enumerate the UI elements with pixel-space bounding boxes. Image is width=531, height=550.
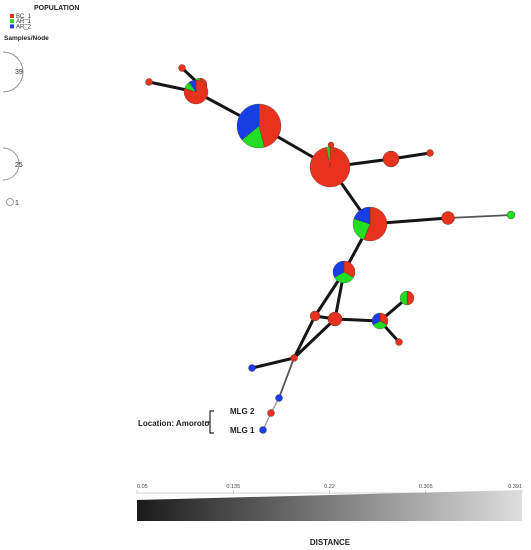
node-slice bbox=[145, 78, 153, 86]
node-slice bbox=[371, 312, 381, 326]
network-nodes bbox=[145, 64, 516, 434]
network-node bbox=[309, 310, 321, 322]
mlg2-label: MLG 2 bbox=[230, 407, 255, 416]
node-slice bbox=[506, 210, 516, 220]
network-edge bbox=[278, 357, 295, 399]
distance-tick-label: 0.391 bbox=[508, 484, 522, 490]
size-legend-value-medium: 25 bbox=[15, 162, 23, 169]
distance-tick-label: 0.305 bbox=[419, 484, 433, 490]
node-slice bbox=[382, 150, 400, 168]
population-legend: POPULATION BC_1AR_1AR_2 bbox=[10, 5, 79, 30]
network-node bbox=[441, 211, 455, 225]
legend-swatch bbox=[10, 14, 14, 18]
node-slice bbox=[275, 394, 283, 402]
node-slice bbox=[326, 146, 331, 168]
node-slice bbox=[267, 409, 275, 417]
node-slice bbox=[353, 206, 371, 225]
node-slice bbox=[178, 64, 186, 72]
network-node bbox=[178, 64, 186, 72]
network-edges bbox=[147, 66, 512, 431]
network-node bbox=[248, 364, 256, 372]
distance-scale-title: DISTANCE bbox=[310, 538, 351, 547]
network-edge bbox=[250, 356, 296, 370]
network-node bbox=[145, 78, 153, 86]
node-slice bbox=[426, 149, 434, 157]
distance-gradient-bar bbox=[137, 490, 522, 521]
network-node bbox=[382, 150, 400, 168]
legend-swatch bbox=[10, 24, 14, 29]
size-legend-circle-small bbox=[6, 198, 14, 206]
network-node bbox=[352, 206, 388, 242]
size-legend-value-large: 39 bbox=[15, 69, 23, 76]
network-node bbox=[506, 210, 516, 220]
node-slice bbox=[399, 290, 408, 306]
location-annotation: Location: Amoroto MLG 2 MLG 1 bbox=[138, 407, 255, 435]
network-edge bbox=[447, 214, 512, 219]
distance-tick-label: 0.22 bbox=[324, 484, 335, 490]
network-node bbox=[399, 290, 415, 306]
node-slice bbox=[259, 426, 267, 434]
node-slice bbox=[441, 211, 455, 225]
node-slice bbox=[248, 364, 256, 372]
size-legend-arc-medium bbox=[2, 147, 20, 181]
node-slice bbox=[406, 290, 415, 306]
node-slice bbox=[332, 260, 345, 278]
distance-tick-label: 0.135 bbox=[226, 484, 240, 490]
network-node bbox=[371, 312, 389, 330]
distance-scale: 0.05 0.135 0.22 0.305 0.391 DISTANCE bbox=[136, 484, 523, 547]
node-slice bbox=[290, 354, 298, 362]
annotation-bracket bbox=[205, 410, 214, 434]
node-slice bbox=[363, 206, 388, 242]
network-edge bbox=[292, 314, 317, 360]
network-node bbox=[267, 409, 275, 417]
size-legend-value-small: 1 bbox=[15, 200, 19, 207]
network-node bbox=[309, 146, 351, 188]
network-node bbox=[275, 394, 283, 402]
size-legend-title: Samples/Node bbox=[4, 35, 49, 42]
location-label: Location: Amoroto bbox=[138, 419, 209, 428]
population-legend-title: POPULATION bbox=[34, 5, 79, 12]
legend-label: AR_1 bbox=[16, 19, 32, 25]
network-node bbox=[327, 311, 343, 327]
distance-tick-label: 0.05 bbox=[137, 484, 148, 490]
legend-label: AR_2 bbox=[16, 24, 32, 30]
node-slice bbox=[309, 310, 321, 322]
network-node bbox=[259, 426, 267, 434]
network-node bbox=[426, 149, 434, 157]
node-slice bbox=[395, 338, 403, 346]
size-legend: Samples/Node 39 25 1 bbox=[2, 35, 49, 207]
network-node bbox=[290, 354, 298, 362]
node-slice bbox=[334, 271, 354, 284]
network-node bbox=[395, 338, 403, 346]
network-node bbox=[236, 103, 282, 149]
network-node bbox=[332, 260, 356, 284]
size-legend-arc-large bbox=[2, 51, 24, 93]
node-slice bbox=[236, 103, 260, 141]
node-slice bbox=[327, 311, 343, 327]
node-slice bbox=[258, 103, 282, 148]
legend-label: BC_1 bbox=[16, 14, 32, 20]
mlg1-label: MLG 1 bbox=[230, 426, 255, 435]
node-slice bbox=[343, 260, 356, 278]
node-slice bbox=[188, 79, 197, 93]
network-node bbox=[183, 79, 209, 105]
network-edge bbox=[292, 317, 337, 360]
legend-swatch bbox=[10, 19, 14, 24]
